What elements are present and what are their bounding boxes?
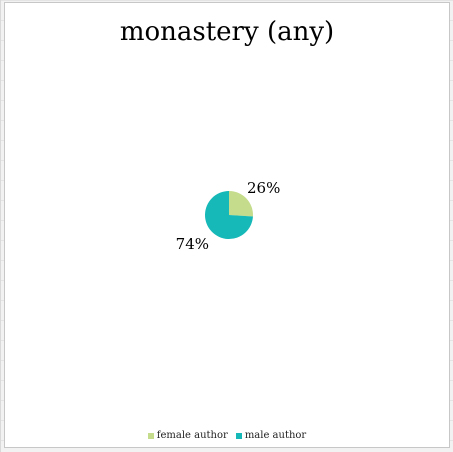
legend-label-male-author: male author — [244, 430, 307, 441]
legend-item-female-author: female author — [147, 430, 228, 441]
legend-swatch-female-author — [147, 432, 154, 439]
legend-label-female-author: female author — [156, 430, 228, 441]
pie-slice-male-author — [205, 191, 253, 239]
legend-swatch-male-author — [235, 432, 242, 439]
data-label-female-author: 26% — [247, 179, 280, 197]
chart-area[interactable]: monastery (any) 26% 74% female author mal… — [4, 2, 450, 448]
legend: female author male author — [5, 430, 449, 441]
legend-item-male-author: male author — [235, 430, 307, 441]
pie-chart: 26% 74% — [176, 179, 281, 253]
data-label-male-author: 74% — [176, 235, 209, 253]
chart-title: monastery (any) — [119, 17, 335, 47]
pie-slice-female-author — [229, 191, 253, 217]
